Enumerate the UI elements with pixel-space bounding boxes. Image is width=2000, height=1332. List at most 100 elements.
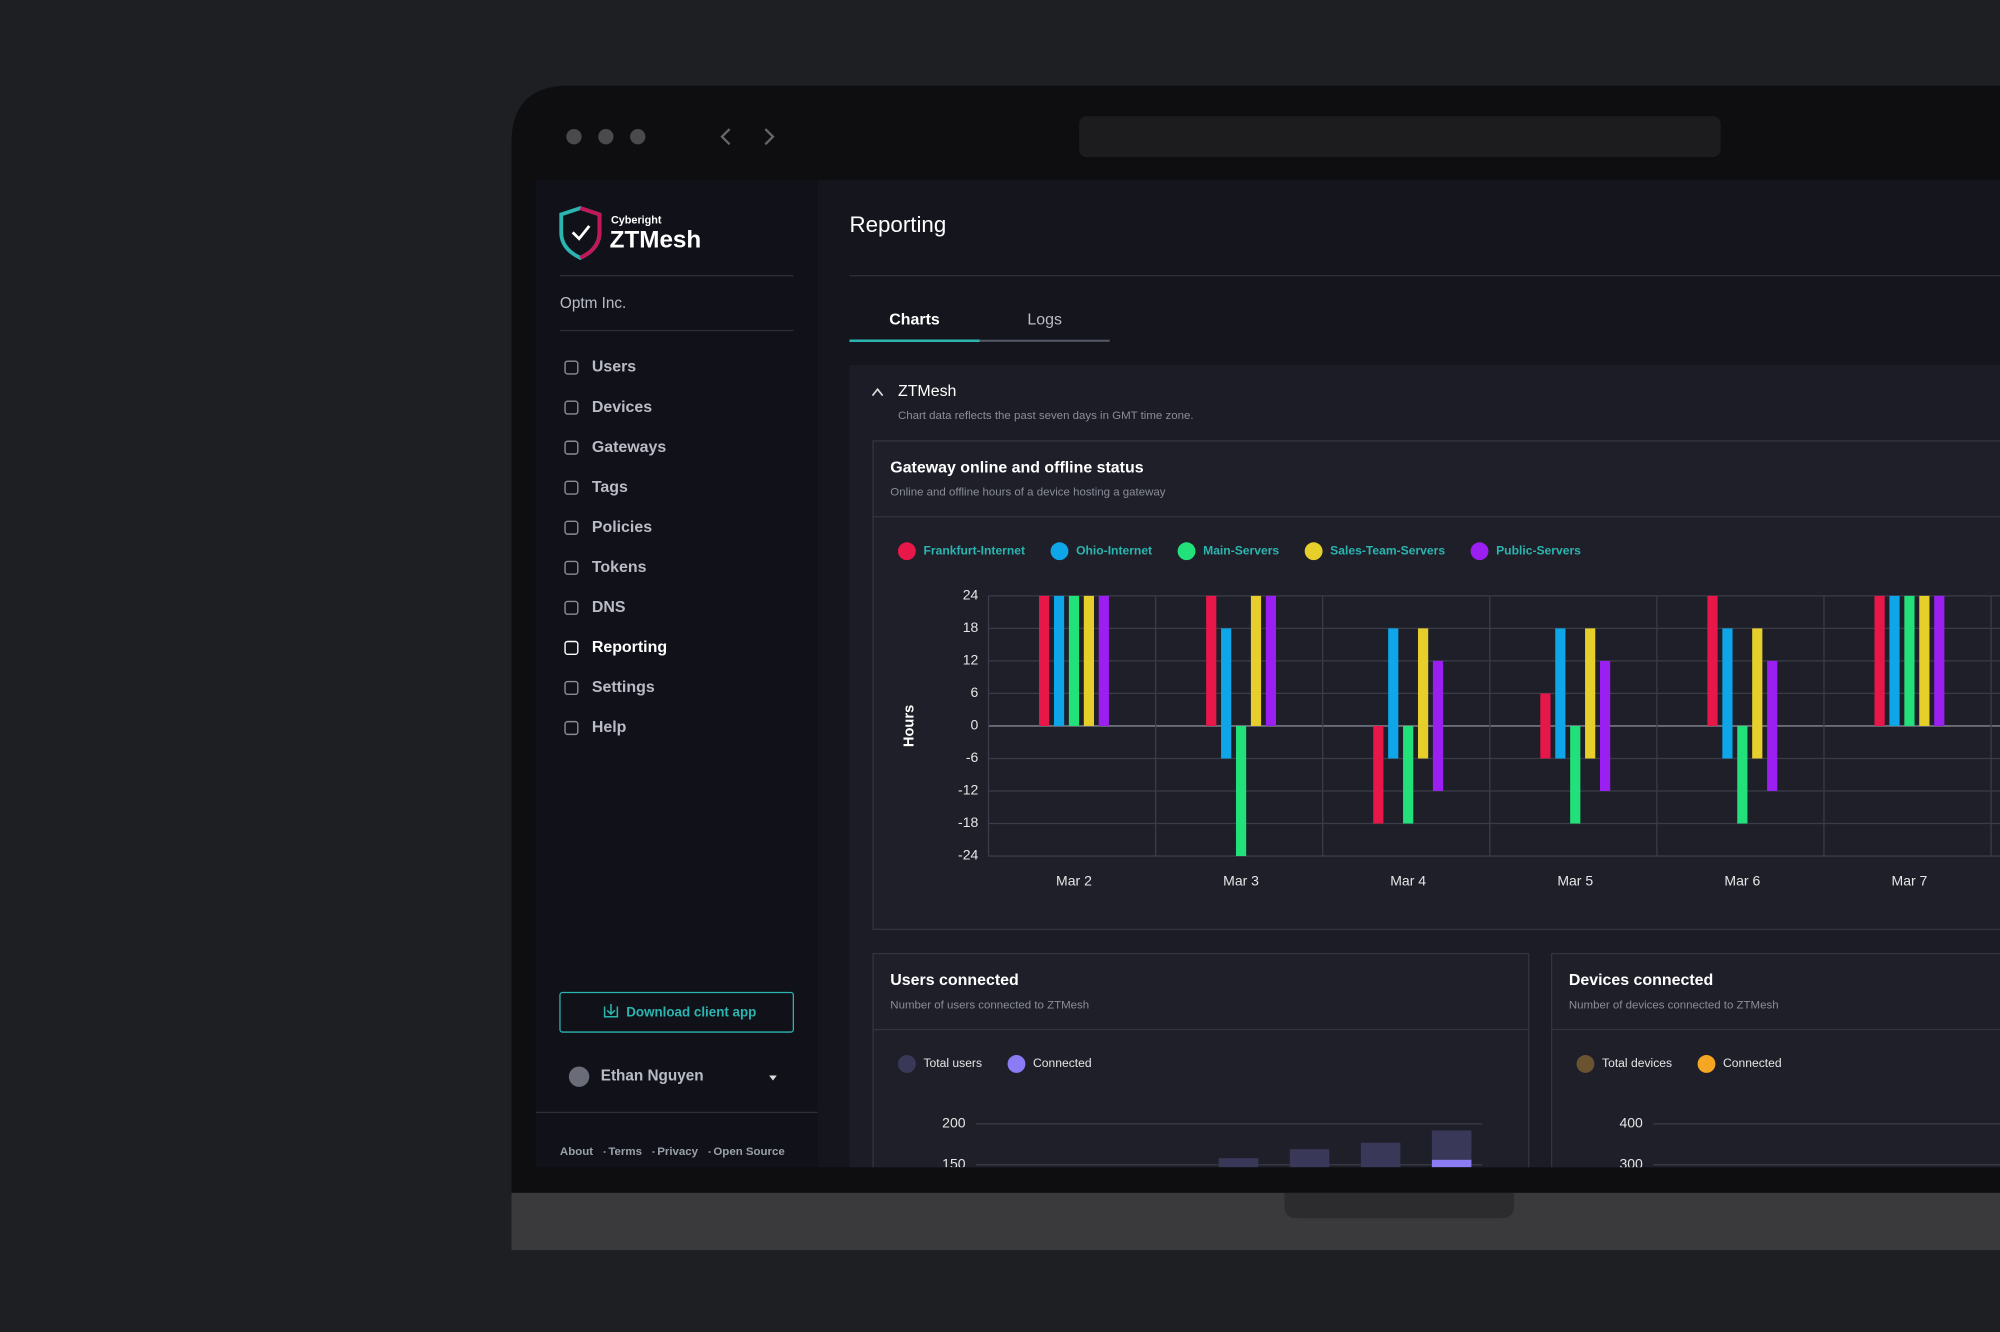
laptop-notch: [1284, 1192, 1515, 1219]
nav-item[interactable]: Policies: [592, 519, 652, 536]
nav-icon[interactable]: [564, 560, 579, 575]
address-bar[interactable]: [1079, 116, 1721, 158]
x-tick-label: Mar 6: [1724, 872, 1760, 888]
separator: [603, 1150, 606, 1154]
legend-swatch[interactable]: [1177, 542, 1196, 561]
offline-bar: [1570, 725, 1581, 824]
offline-bar: [1388, 725, 1399, 759]
offline-bar: [1737, 725, 1748, 824]
offline-bar: [1752, 725, 1763, 759]
separator: [708, 1150, 711, 1154]
chart-subtitle: Number of devices connected to ZTMesh: [1569, 999, 1779, 1011]
legend-swatch[interactable]: [897, 542, 916, 561]
logo-check: [571, 225, 591, 241]
y-tick-label: -18: [958, 814, 978, 830]
y-tick-label: 0: [971, 717, 979, 733]
footer-link[interactable]: Terms: [608, 1146, 642, 1158]
nav-icon[interactable]: [564, 480, 579, 495]
footer-link[interactable]: Privacy: [657, 1146, 698, 1158]
y-tick-label: 18: [963, 619, 979, 635]
page-title: Reporting: [849, 212, 946, 237]
nav-item[interactable]: Help: [592, 719, 627, 736]
legend-swatch[interactable]: [1697, 1055, 1716, 1073]
forward-arrow[interactable]: [764, 128, 775, 146]
y-tick-label: 6: [971, 684, 979, 700]
brand: ZTMesh: [610, 227, 702, 254]
nav-item[interactable]: DNS: [592, 599, 626, 616]
nav-item[interactable]: Settings: [592, 679, 655, 696]
offline-bar: [1403, 725, 1414, 824]
online-bar: [1540, 693, 1551, 726]
nav-item[interactable]: Reporting: [592, 639, 667, 656]
nav-item[interactable]: Gateways: [592, 439, 667, 456]
legend-swatch[interactable]: [1576, 1055, 1595, 1073]
y-tick-label: -12: [958, 782, 978, 798]
avatar[interactable]: [568, 1066, 590, 1087]
nav-icon[interactable]: [564, 400, 579, 415]
nav-icon[interactable]: [564, 360, 579, 375]
org-name[interactable]: Optm Inc.: [560, 295, 626, 312]
legend-label[interactable]: Connected: [1033, 1056, 1092, 1070]
chart-subtitle: Number of users connected to ZTMesh: [890, 999, 1089, 1011]
nav-icon[interactable]: [564, 640, 579, 655]
window-dot[interactable]: [630, 129, 646, 145]
y-tick-label: 300: [1619, 1155, 1643, 1171]
brand-small: Cyberight: [611, 215, 662, 227]
download-button[interactable]: [559, 991, 795, 1033]
legend-label[interactable]: Main-Servers: [1203, 543, 1279, 557]
online-bar: [1068, 595, 1080, 726]
y-tick-label: -6: [966, 749, 979, 765]
legend-label[interactable]: Public-Servers: [1496, 543, 1581, 557]
nav-item[interactable]: Tokens: [592, 559, 647, 576]
online-bar: [1555, 628, 1566, 726]
legend-label[interactable]: Frankfurt-Internet: [923, 543, 1025, 557]
nav-icon[interactable]: [564, 440, 579, 455]
collapse-chevron[interactable]: [871, 387, 884, 397]
chart: Gateway online and offline status Online …: [872, 459, 2000, 888]
legend-swatch[interactable]: [897, 1055, 916, 1073]
back-arrow[interactable]: [720, 128, 731, 146]
window-dot[interactable]: [566, 129, 582, 145]
logo-accent: [579, 206, 602, 260]
footer-link[interactable]: About: [560, 1146, 593, 1158]
nav-item[interactable]: Devices: [592, 399, 652, 416]
x-tick-label: Mar 7: [1892, 872, 1928, 888]
legend-swatch[interactable]: [1304, 542, 1323, 561]
user-menu-caret[interactable]: [769, 1075, 777, 1081]
charts: Gateway online and offline status Online …: [872, 459, 2000, 1171]
footer-link[interactable]: Open Source: [713, 1146, 784, 1158]
online-bar: [1752, 628, 1763, 726]
y-tick-label: -24: [958, 847, 978, 863]
offline-bar: [1600, 725, 1611, 791]
window-dot[interactable]: [598, 129, 614, 145]
online-bar: [1707, 595, 1718, 726]
nav-icon[interactable]: [564, 520, 579, 535]
legend-swatch[interactable]: [1050, 542, 1069, 561]
legend-label[interactable]: Sales-Team-Servers: [1330, 543, 1445, 557]
nav-item[interactable]: Users: [592, 359, 636, 376]
online-bar: [1934, 595, 1945, 726]
nav-icon[interactable]: [564, 720, 579, 736]
legend-label[interactable]: Connected: [1723, 1056, 1782, 1070]
legend-label[interactable]: Total devices: [1602, 1056, 1672, 1070]
tab[interactable]: Charts: [889, 312, 940, 329]
offline-bar: [1767, 725, 1778, 791]
legend-swatch[interactable]: [1470, 542, 1489, 561]
online-bar: [1250, 595, 1262, 726]
section-title[interactable]: ZTMesh: [898, 383, 956, 400]
tab[interactable]: Logs: [1027, 312, 1062, 329]
nav-icon[interactable]: [564, 600, 579, 615]
nav-icon[interactable]: [564, 680, 579, 696]
legend-label[interactable]: Ohio-Internet: [1076, 543, 1152, 557]
footer-links: About Terms Privacy Open Source: [560, 1146, 785, 1158]
download-label[interactable]: Download client app: [626, 1004, 756, 1019]
online-bar: [1585, 628, 1596, 726]
legend-swatch[interactable]: [1007, 1055, 1026, 1073]
user-name[interactable]: Ethan Nguyen: [601, 1068, 704, 1085]
legend-label[interactable]: Total users: [923, 1056, 982, 1070]
chart-subtitle: Online and offline hours of a device hos…: [890, 487, 1165, 499]
nav-item[interactable]: Tags: [592, 479, 628, 496]
bar: [1360, 1142, 1401, 1168]
